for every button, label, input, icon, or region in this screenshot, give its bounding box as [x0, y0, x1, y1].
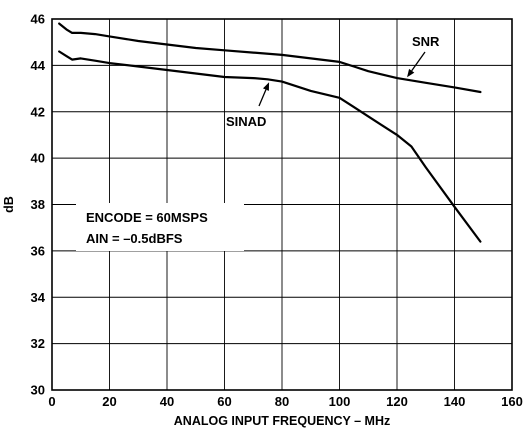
y-tick-label: 38 [31, 197, 45, 212]
snr-arrow [411, 51, 426, 72]
y-tick-label: 30 [31, 383, 45, 398]
sinad-label: SINAD [226, 114, 266, 129]
snr-label: SNR [412, 34, 440, 49]
snr-annotation: SNR [407, 34, 440, 78]
sinad-annotation: SINAD [226, 82, 270, 129]
y-tick-label: 32 [31, 336, 45, 351]
x-tick-label: 0 [48, 394, 55, 409]
sinad-arrow-head [262, 82, 270, 91]
x-tick-label: 140 [444, 394, 466, 409]
note-box [76, 203, 244, 251]
series-lines [58, 22, 482, 243]
x-tick-label: 80 [275, 394, 289, 409]
x-tick-label: 100 [329, 394, 351, 409]
x-tick-label: 120 [386, 394, 408, 409]
series-line-snr [58, 22, 482, 94]
x-tick-label: 160 [501, 394, 523, 409]
note-ain: AIN = –0.5dBFS [86, 231, 183, 246]
y-tick-label: 44 [31, 58, 46, 73]
x-tick-label: 40 [160, 394, 174, 409]
y-axis-title: dB [2, 196, 16, 213]
y-tick-label: 36 [31, 243, 45, 258]
sinad-arrow [258, 89, 267, 107]
note-encode: ENCODE = 60MSPS [86, 210, 208, 225]
x-tick-label: 20 [102, 394, 116, 409]
x-axis-title: ANALOG INPUT FREQUENCY – MHz [174, 414, 390, 428]
y-tick-label: 34 [31, 290, 46, 305]
y-tick-label: 42 [31, 104, 45, 119]
tick-labels: 0 20 40 60 80 100 120 140 160 30 32 34 36 38 40 42 44 46 [31, 12, 523, 410]
series-line-sinad [58, 50, 482, 243]
y-tick-label: 46 [31, 12, 45, 27]
x-tick-label: 60 [217, 394, 231, 409]
snr-arrow-head [407, 68, 415, 78]
y-tick-label: 40 [31, 151, 45, 166]
plot-frame [51, 18, 513, 391]
